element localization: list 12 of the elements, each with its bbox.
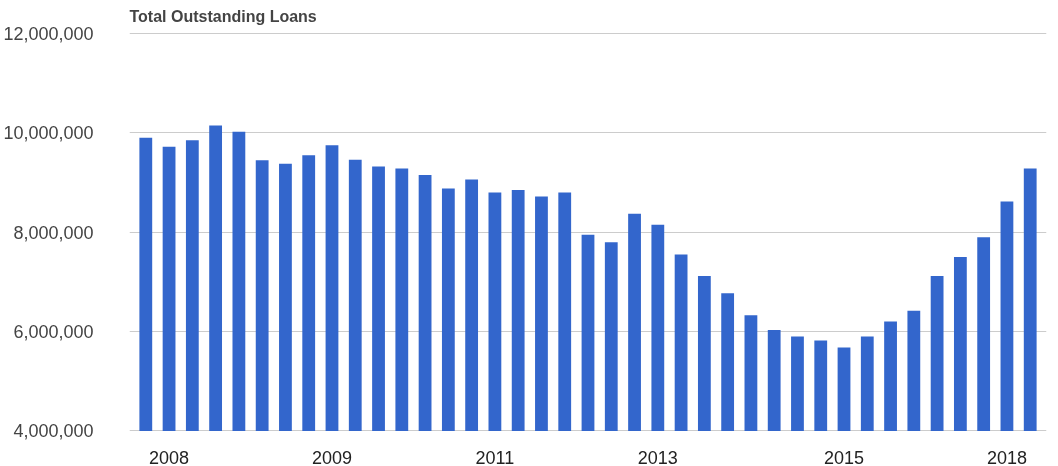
x-tick-label: 2018 <box>986 447 1027 466</box>
x-tick-label: 2013 <box>637 447 678 466</box>
x-tick-label: 2011 <box>475 447 515 466</box>
x-tick-label: 2008 <box>149 447 190 466</box>
y-tick-label: 10,000,000 <box>3 123 94 144</box>
y-tick-label: 8,000,000 <box>13 222 94 243</box>
x-tick-label: 2009 <box>311 447 353 466</box>
y-tick-label: 6,000,000 <box>13 322 94 343</box>
x-tick-label: 2015 <box>823 447 865 466</box>
y-tick-label: 4,000,000 <box>13 421 94 442</box>
chart-title: Total Outstanding Loans <box>129 7 317 25</box>
y-tick-label: 12,000,000 <box>3 23 94 44</box>
